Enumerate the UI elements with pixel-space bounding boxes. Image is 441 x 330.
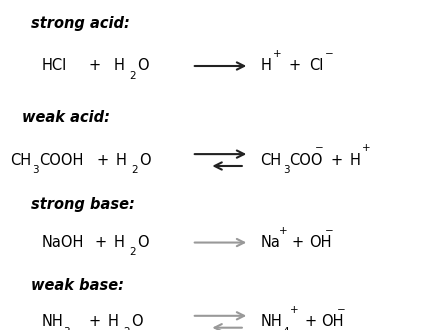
Text: 3: 3 [283,165,289,175]
Text: H: H [350,152,361,168]
Text: Cl: Cl [309,58,323,74]
Text: COOH: COOH [39,152,83,168]
Text: 2: 2 [129,71,136,81]
Text: 2: 2 [131,165,138,175]
Text: −: − [325,226,334,236]
Text: 2: 2 [129,248,136,257]
Text: +: + [304,314,316,329]
Text: H: H [114,235,125,250]
Text: +: + [88,314,100,329]
Text: +: + [291,235,303,250]
Text: H: H [114,58,125,74]
Text: 2: 2 [123,327,130,330]
Text: COO: COO [289,152,322,168]
Text: H: H [260,58,271,74]
Text: +: + [362,144,370,153]
Text: 4: 4 [283,327,289,330]
Text: weak acid:: weak acid: [22,110,110,125]
Text: Na: Na [260,235,280,250]
Text: NH: NH [42,314,64,329]
Text: CH: CH [260,152,281,168]
Text: +: + [331,152,343,168]
Text: O: O [139,152,150,168]
Text: OH: OH [321,314,344,329]
Text: H: H [108,314,119,329]
Text: weak base:: weak base: [31,278,124,293]
Text: 3: 3 [33,165,39,175]
Text: −: − [325,50,334,59]
Text: +: + [88,58,100,74]
Text: NaOH: NaOH [42,235,84,250]
Text: +: + [289,58,301,74]
Text: strong base:: strong base: [31,197,135,212]
Text: strong acid:: strong acid: [31,16,130,31]
Text: +: + [96,152,108,168]
Text: O: O [137,58,148,74]
Text: +: + [273,50,281,59]
Text: −: − [336,305,345,315]
Text: OH: OH [309,235,331,250]
Text: +: + [279,226,288,236]
Text: +: + [290,305,299,315]
Text: −: − [315,144,324,153]
Text: O: O [137,235,148,250]
Text: HCl: HCl [42,58,67,74]
Text: H: H [116,152,127,168]
Text: CH: CH [10,152,31,168]
Text: +: + [95,235,107,250]
Text: O: O [131,314,142,329]
Text: NH: NH [260,314,282,329]
Text: 3: 3 [63,327,70,330]
